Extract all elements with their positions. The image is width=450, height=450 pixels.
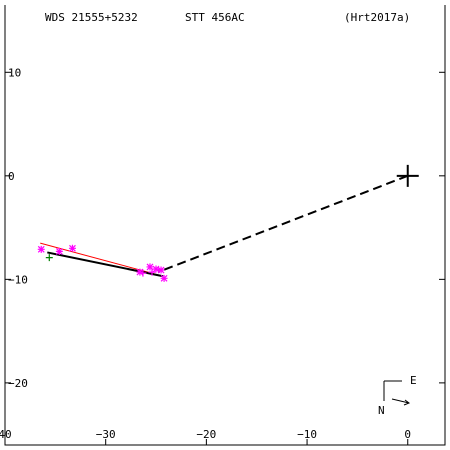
observation-asterisk	[55, 247, 63, 255]
primary-star-cross	[396, 164, 419, 187]
y-tick-label: 0	[8, 170, 15, 183]
x-tick-label: 40	[0, 428, 12, 441]
observation-asterisk	[157, 266, 165, 274]
compass-axes	[383, 380, 402, 401]
observation-asterisk	[146, 263, 154, 271]
reference-code: (Hrt2017a)	[344, 11, 410, 24]
y-tick-label: −10	[8, 273, 28, 286]
observation-asterisk	[160, 274, 168, 282]
compass-north-label: N	[378, 404, 385, 417]
axes-frame	[4, 5, 446, 446]
y-tick-label: −20	[8, 377, 28, 390]
observation-plus	[45, 254, 53, 262]
plot-frame	[4, 5, 446, 446]
system-name: STT 456AC	[185, 11, 245, 24]
orbit-fit-line	[47, 251, 164, 278]
primary-star-marker	[396, 164, 419, 187]
header: WDS 21555+5232 STT 456AC (Hrt2017a)	[45, 11, 410, 24]
linear-fit-line	[40, 242, 164, 277]
x-tick-label: −30	[96, 428, 116, 441]
wds-designation: WDS 21555+5232	[45, 11, 138, 24]
compass-east-label: E	[410, 374, 417, 387]
x-tick-label: 0	[404, 428, 411, 441]
separation-dashed-line	[157, 174, 409, 274]
observation-asterisk	[68, 244, 76, 252]
observation-asterisk	[152, 265, 160, 273]
y-tick-label: 10	[8, 66, 21, 79]
observation-plus	[139, 269, 147, 277]
x-tick-label: −10	[297, 428, 317, 441]
motion-arrow-icon	[391, 398, 411, 406]
observation-asterisk	[136, 268, 144, 276]
compass: E N	[378, 374, 417, 417]
x-axis: 40 −30 −20 −10 0	[0, 428, 411, 445]
observation-points	[37, 244, 168, 282]
observation-plus	[148, 268, 156, 276]
observation-asterisk	[37, 245, 45, 253]
y-axis: 10 0 −10 −20	[5, 66, 445, 390]
orbit-lines	[40, 174, 409, 278]
x-tick-label: −20	[196, 428, 216, 441]
